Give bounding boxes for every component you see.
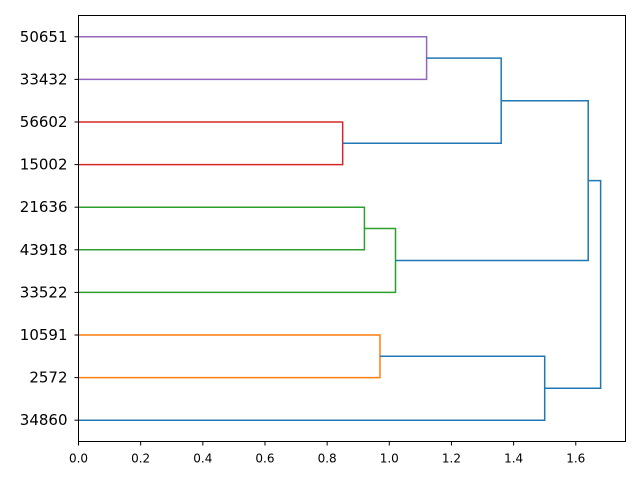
leaf-label: 56602 (20, 113, 68, 131)
dendrogram-links (78, 36, 602, 421)
leaf-label: 43918 (20, 241, 68, 259)
dendrogram-link-3 (78, 227, 397, 294)
x-tick-label: 1.0 (380, 452, 399, 466)
dendrogram-link-2 (78, 206, 366, 251)
dendrogram-link-8 (544, 179, 602, 389)
leaf-label: 2572 (29, 369, 67, 387)
leaf-label: 33522 (20, 283, 68, 301)
leaf-label: 10591 (20, 326, 68, 344)
x-tick-label: 0.4 (193, 452, 212, 466)
leaf-label: 15002 (20, 156, 68, 174)
x-tick-label: 0.8 (318, 452, 337, 466)
x-tick-label: 1.2 (442, 452, 461, 466)
dendrogram-link-6 (395, 99, 589, 262)
plot-frame (78, 15, 626, 442)
dendrogram-link-0 (78, 36, 428, 81)
x-tick-label: 1.4 (504, 452, 523, 466)
x-tick-label: 0.0 (69, 452, 88, 466)
dendrogram-link-4 (78, 334, 381, 379)
x-tick-label: 0.6 (255, 452, 274, 466)
dendrogram-link-1 (78, 121, 344, 166)
dendrogram-link-5 (342, 57, 502, 145)
dendrogram-link-7 (78, 355, 546, 421)
leaf-label: 50651 (20, 28, 68, 46)
x-axis: 0.0 0.2 0.4 0.6 0.8 1.0 1.2 1.4 1.6 (69, 441, 585, 466)
x-tick-label: 0.2 (131, 452, 150, 466)
leaf-label: 34860 (20, 411, 68, 429)
y-axis-leaf-labels: 50651 33432 56602 15002 21636 43918 33522 10591… (20, 28, 79, 429)
leaf-label: 33432 (20, 70, 68, 88)
leaf-label: 21636 (20, 198, 68, 216)
x-tick-label: 1.6 (566, 452, 585, 466)
